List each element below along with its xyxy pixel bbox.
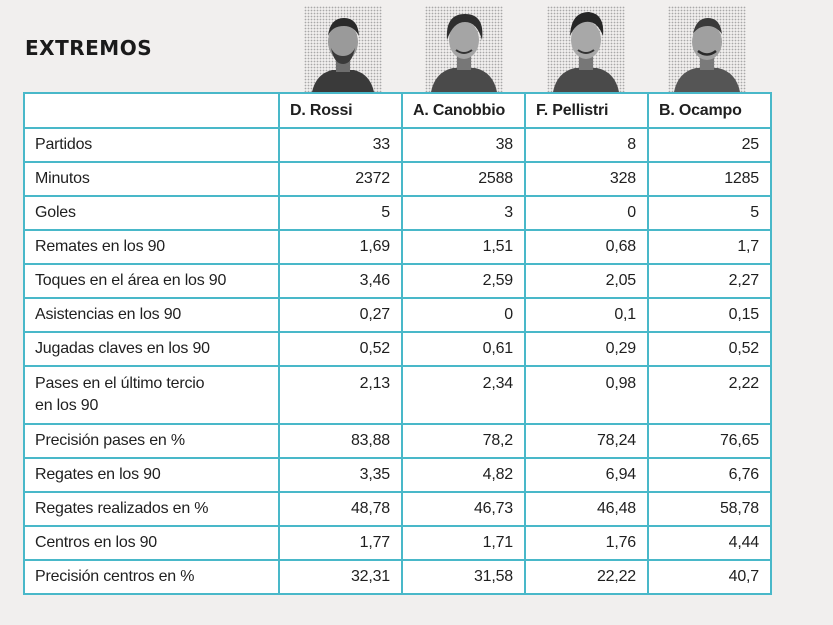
- stat-value: 38: [401, 127, 526, 163]
- stat-value: 0,15: [647, 297, 772, 333]
- table-row: Remates en los 90 1,69 1,51 0,68 1,7: [23, 229, 772, 265]
- row-label: Precisión centros en %: [23, 559, 280, 595]
- stat-value: 1,76: [524, 525, 649, 561]
- stat-value: 0,52: [278, 331, 403, 367]
- row-label: Regates en los 90: [23, 457, 280, 493]
- row-label-line: en los 90: [35, 397, 99, 414]
- stat-value: 3: [401, 195, 526, 231]
- stat-value: 32,31: [278, 559, 403, 595]
- stat-value: 0,52: [647, 331, 772, 367]
- stat-value: 0: [401, 297, 526, 333]
- player-photo-ocampo: [668, 6, 746, 92]
- row-label: Minutos: [23, 161, 280, 197]
- column-header: D. Rossi: [278, 92, 403, 129]
- stat-value: 46,48: [524, 491, 649, 527]
- stat-value: 2,13: [278, 365, 403, 425]
- table-row: Partidos 33 38 8 25: [23, 127, 772, 163]
- stat-value: 1,71: [401, 525, 526, 561]
- stat-value: 76,65: [647, 423, 772, 459]
- stat-value: 328: [524, 161, 649, 197]
- stat-value: 78,2: [401, 423, 526, 459]
- stat-value: 0: [524, 195, 649, 231]
- row-label: Precisión pases en %: [23, 423, 280, 459]
- table-row: Regates realizados en % 48,78 46,73 46,4…: [23, 491, 772, 527]
- section-title: EXTREMOS: [25, 36, 153, 60]
- stat-value: 83,88: [278, 423, 403, 459]
- table-row: Precisión pases en % 83,88 78,2 78,24 76…: [23, 423, 772, 459]
- stat-value: 6,94: [524, 457, 649, 493]
- table-row: Regates en los 90 3,35 4,82 6,94 6,76: [23, 457, 772, 493]
- stat-value: 1,7: [647, 229, 772, 265]
- stat-value: 5: [278, 195, 403, 231]
- row-label: Goles: [23, 195, 280, 231]
- stat-value: 25: [647, 127, 772, 163]
- row-label: Jugadas claves en los 90: [23, 331, 280, 367]
- column-header: B. Ocampo: [647, 92, 772, 129]
- stat-value: 1285: [647, 161, 772, 197]
- stat-value: 4,82: [401, 457, 526, 493]
- stat-value: 58,78: [647, 491, 772, 527]
- stat-value: 3,35: [278, 457, 403, 493]
- stat-value: 2588: [401, 161, 526, 197]
- table-row: Asistencias en los 90 0,27 0 0,1 0,15: [23, 297, 772, 333]
- stat-value: 0,68: [524, 229, 649, 265]
- stat-value: 6,76: [647, 457, 772, 493]
- stats-table: D. Rossi A. Canobbio F. Pellistri B. Oca…: [23, 92, 772, 595]
- row-label: Partidos: [23, 127, 280, 163]
- table-row: Pases en el último tercio en los 90 2,13…: [23, 365, 772, 425]
- stat-value: 2,05: [524, 263, 649, 299]
- column-header: A. Canobbio: [401, 92, 526, 129]
- stat-value: 8: [524, 127, 649, 163]
- stat-value: 33: [278, 127, 403, 163]
- stat-value: 46,73: [401, 491, 526, 527]
- row-label: Centros en los 90: [23, 525, 280, 561]
- row-label: Toques en el área en los 90: [23, 263, 280, 299]
- row-label-line: Pases en el último tercio: [35, 375, 205, 392]
- row-label: Pases en el último tercio en los 90: [23, 365, 280, 425]
- row-label: Regates realizados en %: [23, 491, 280, 527]
- stat-value: 2,59: [401, 263, 526, 299]
- stat-value: 1,77: [278, 525, 403, 561]
- row-label: Asistencias en los 90: [23, 297, 280, 333]
- table-row: Goles 5 3 0 5: [23, 195, 772, 231]
- stat-value: 2,27: [647, 263, 772, 299]
- stat-value: 78,24: [524, 423, 649, 459]
- stat-value: 5: [647, 195, 772, 231]
- stat-value: 0,98: [524, 365, 649, 425]
- stat-value: 48,78: [278, 491, 403, 527]
- player-photo-rossi: [304, 6, 382, 92]
- player-photo-pellistri: [547, 6, 625, 92]
- table-header-row: D. Rossi A. Canobbio F. Pellistri B. Oca…: [23, 92, 772, 129]
- row-label: Remates en los 90: [23, 229, 280, 265]
- stat-value: 0,1: [524, 297, 649, 333]
- stat-value: 2,34: [401, 365, 526, 425]
- stat-value: 2372: [278, 161, 403, 197]
- stat-value: 31,58: [401, 559, 526, 595]
- stat-value: 40,7: [647, 559, 772, 595]
- table-row: Centros en los 90 1,77 1,71 1,76 4,44: [23, 525, 772, 561]
- table-row: Jugadas claves en los 90 0,52 0,61 0,29 …: [23, 331, 772, 367]
- table-row: Minutos 2372 2588 328 1285: [23, 161, 772, 197]
- table-row: Precisión centros en % 32,31 31,58 22,22…: [23, 559, 772, 595]
- column-header: F. Pellistri: [524, 92, 649, 129]
- table-row: Toques en el área en los 90 3,46 2,59 2,…: [23, 263, 772, 299]
- stat-value: 0,29: [524, 331, 649, 367]
- stat-value: 2,22: [647, 365, 772, 425]
- stat-value: 0,27: [278, 297, 403, 333]
- stat-value: 3,46: [278, 263, 403, 299]
- stat-value: 1,69: [278, 229, 403, 265]
- stat-value: 22,22: [524, 559, 649, 595]
- stat-value: 0,61: [401, 331, 526, 367]
- header-corner-cell: [23, 92, 280, 129]
- player-photo-canobbio: [425, 6, 503, 92]
- stat-value: 4,44: [647, 525, 772, 561]
- stat-value: 1,51: [401, 229, 526, 265]
